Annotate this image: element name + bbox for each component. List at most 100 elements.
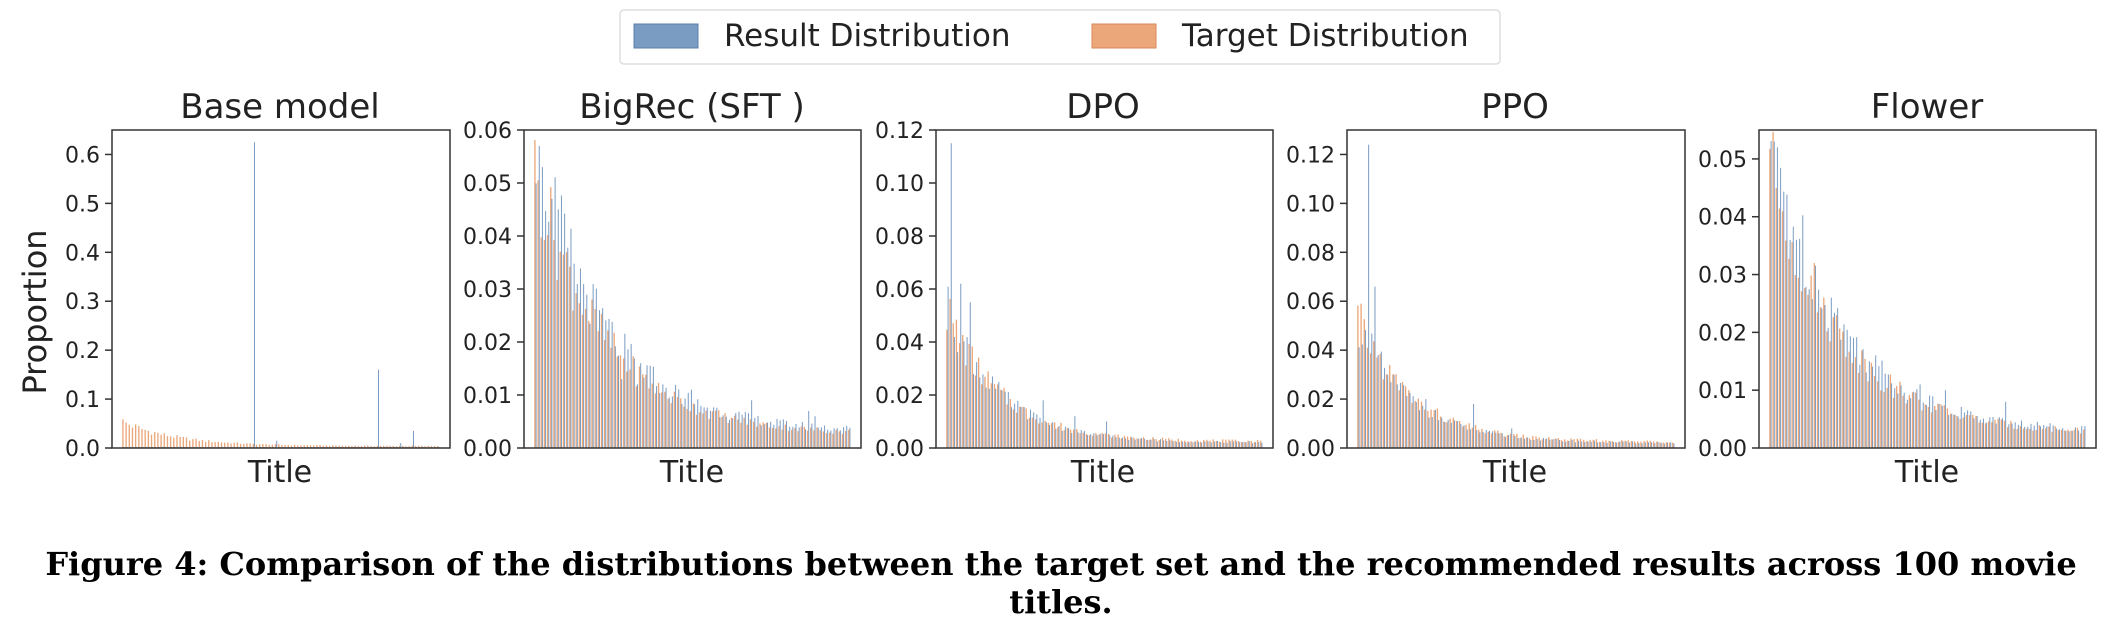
result-bar bbox=[732, 418, 734, 448]
result-bar bbox=[1220, 442, 1222, 448]
target-bar bbox=[1544, 439, 1547, 448]
target-bar bbox=[1797, 277, 1800, 448]
result-bar bbox=[614, 346, 616, 448]
result-bar bbox=[1068, 428, 1070, 448]
target-bar bbox=[430, 446, 433, 448]
result-bar bbox=[690, 389, 692, 448]
target-bar bbox=[335, 445, 337, 448]
result-bar bbox=[1239, 442, 1241, 448]
target-bar bbox=[1057, 427, 1059, 448]
result-bar bbox=[1368, 144, 1370, 448]
target-bar bbox=[1206, 439, 1208, 448]
x-axis-label: Title bbox=[659, 455, 724, 490]
target-bar bbox=[610, 347, 612, 448]
target-bar bbox=[1956, 415, 1958, 448]
target-bar bbox=[584, 308, 587, 448]
target-bar bbox=[1656, 441, 1658, 448]
result-bar bbox=[2081, 426, 2083, 448]
target-bar bbox=[1832, 317, 1834, 448]
target-bar bbox=[1785, 240, 1787, 448]
result-bar bbox=[963, 341, 965, 448]
target-bar bbox=[1107, 433, 1110, 448]
target-bar bbox=[1595, 439, 1598, 448]
target-bar bbox=[1241, 442, 1243, 448]
result-bar bbox=[1434, 409, 1436, 448]
result-bar bbox=[811, 423, 813, 448]
target-bar bbox=[581, 314, 584, 448]
x-axis-label: Title bbox=[1894, 455, 1959, 490]
target-bar bbox=[1136, 438, 1138, 448]
result-bar bbox=[2068, 431, 2070, 448]
target-bar bbox=[2054, 426, 2056, 448]
result-bar bbox=[1667, 442, 1669, 448]
target-bar bbox=[673, 391, 676, 448]
result-bar bbox=[979, 377, 981, 448]
y-tick-label: 0.0 bbox=[65, 437, 100, 462]
result-bar bbox=[1789, 239, 1791, 448]
target-bar bbox=[838, 431, 840, 448]
target-bar bbox=[303, 445, 305, 448]
target-bar bbox=[1218, 441, 1221, 448]
result-bar bbox=[1976, 416, 1978, 448]
target-bar bbox=[670, 403, 672, 448]
target-bar bbox=[2000, 419, 2002, 448]
result-bar bbox=[820, 427, 822, 448]
result-bar bbox=[1998, 417, 2000, 448]
result-bar bbox=[1986, 422, 1988, 448]
target-bar bbox=[832, 433, 834, 448]
result-bar bbox=[1533, 439, 1535, 448]
target-bar bbox=[1155, 439, 1157, 448]
result-bar bbox=[557, 209, 559, 448]
target-bar bbox=[1158, 440, 1160, 448]
target-bar bbox=[309, 445, 312, 448]
target-bar bbox=[1503, 436, 1505, 448]
result-bar bbox=[2055, 428, 2057, 448]
target-bar bbox=[325, 445, 328, 448]
target-bar bbox=[575, 293, 577, 448]
target-bar bbox=[2007, 427, 2009, 448]
target-bar bbox=[217, 441, 219, 448]
target-bar bbox=[1873, 375, 1876, 448]
target-bar bbox=[553, 240, 555, 448]
result-bar bbox=[1364, 330, 1366, 448]
target-bar bbox=[955, 319, 958, 448]
result-bar bbox=[1811, 299, 1813, 448]
target-bar bbox=[1940, 404, 1942, 448]
target-bar bbox=[230, 443, 232, 448]
target-bar bbox=[1592, 439, 1594, 448]
target-bar bbox=[695, 414, 698, 448]
result-bar bbox=[833, 428, 835, 448]
result-bar bbox=[652, 366, 654, 448]
result-bar bbox=[1412, 396, 1414, 448]
target-bar bbox=[332, 445, 334, 448]
result-bar bbox=[1460, 424, 1462, 448]
result-bar bbox=[608, 318, 610, 448]
target-bar bbox=[990, 383, 992, 448]
target-bar bbox=[1256, 439, 1259, 448]
result-bar bbox=[576, 284, 578, 448]
result-bar bbox=[1799, 238, 1801, 448]
target-bar bbox=[249, 443, 251, 448]
y-tick-label: 0.05 bbox=[1698, 148, 1747, 173]
result-bar bbox=[253, 142, 255, 449]
y-tick-label: 0.02 bbox=[1698, 321, 1747, 346]
target-bar bbox=[1640, 441, 1642, 448]
result-bar bbox=[1042, 400, 1044, 448]
target-bar bbox=[1462, 426, 1464, 448]
target-bar bbox=[1174, 440, 1176, 448]
result-bar bbox=[1776, 147, 1778, 448]
target-bar bbox=[1981, 422, 1983, 448]
result-bar bbox=[1080, 429, 1082, 448]
result-bar bbox=[1476, 430, 1478, 448]
y-tick-label: 0.2 bbox=[65, 339, 100, 364]
result-bar bbox=[659, 393, 661, 448]
result-bar bbox=[786, 421, 788, 448]
target-bar bbox=[743, 417, 745, 448]
target-bar bbox=[546, 235, 549, 448]
result-bar bbox=[808, 410, 810, 448]
target-bar bbox=[360, 445, 363, 448]
result-bar bbox=[1903, 392, 1905, 448]
result-bar bbox=[1371, 333, 1373, 448]
target-bar bbox=[195, 438, 197, 448]
target-bar bbox=[1598, 441, 1601, 448]
